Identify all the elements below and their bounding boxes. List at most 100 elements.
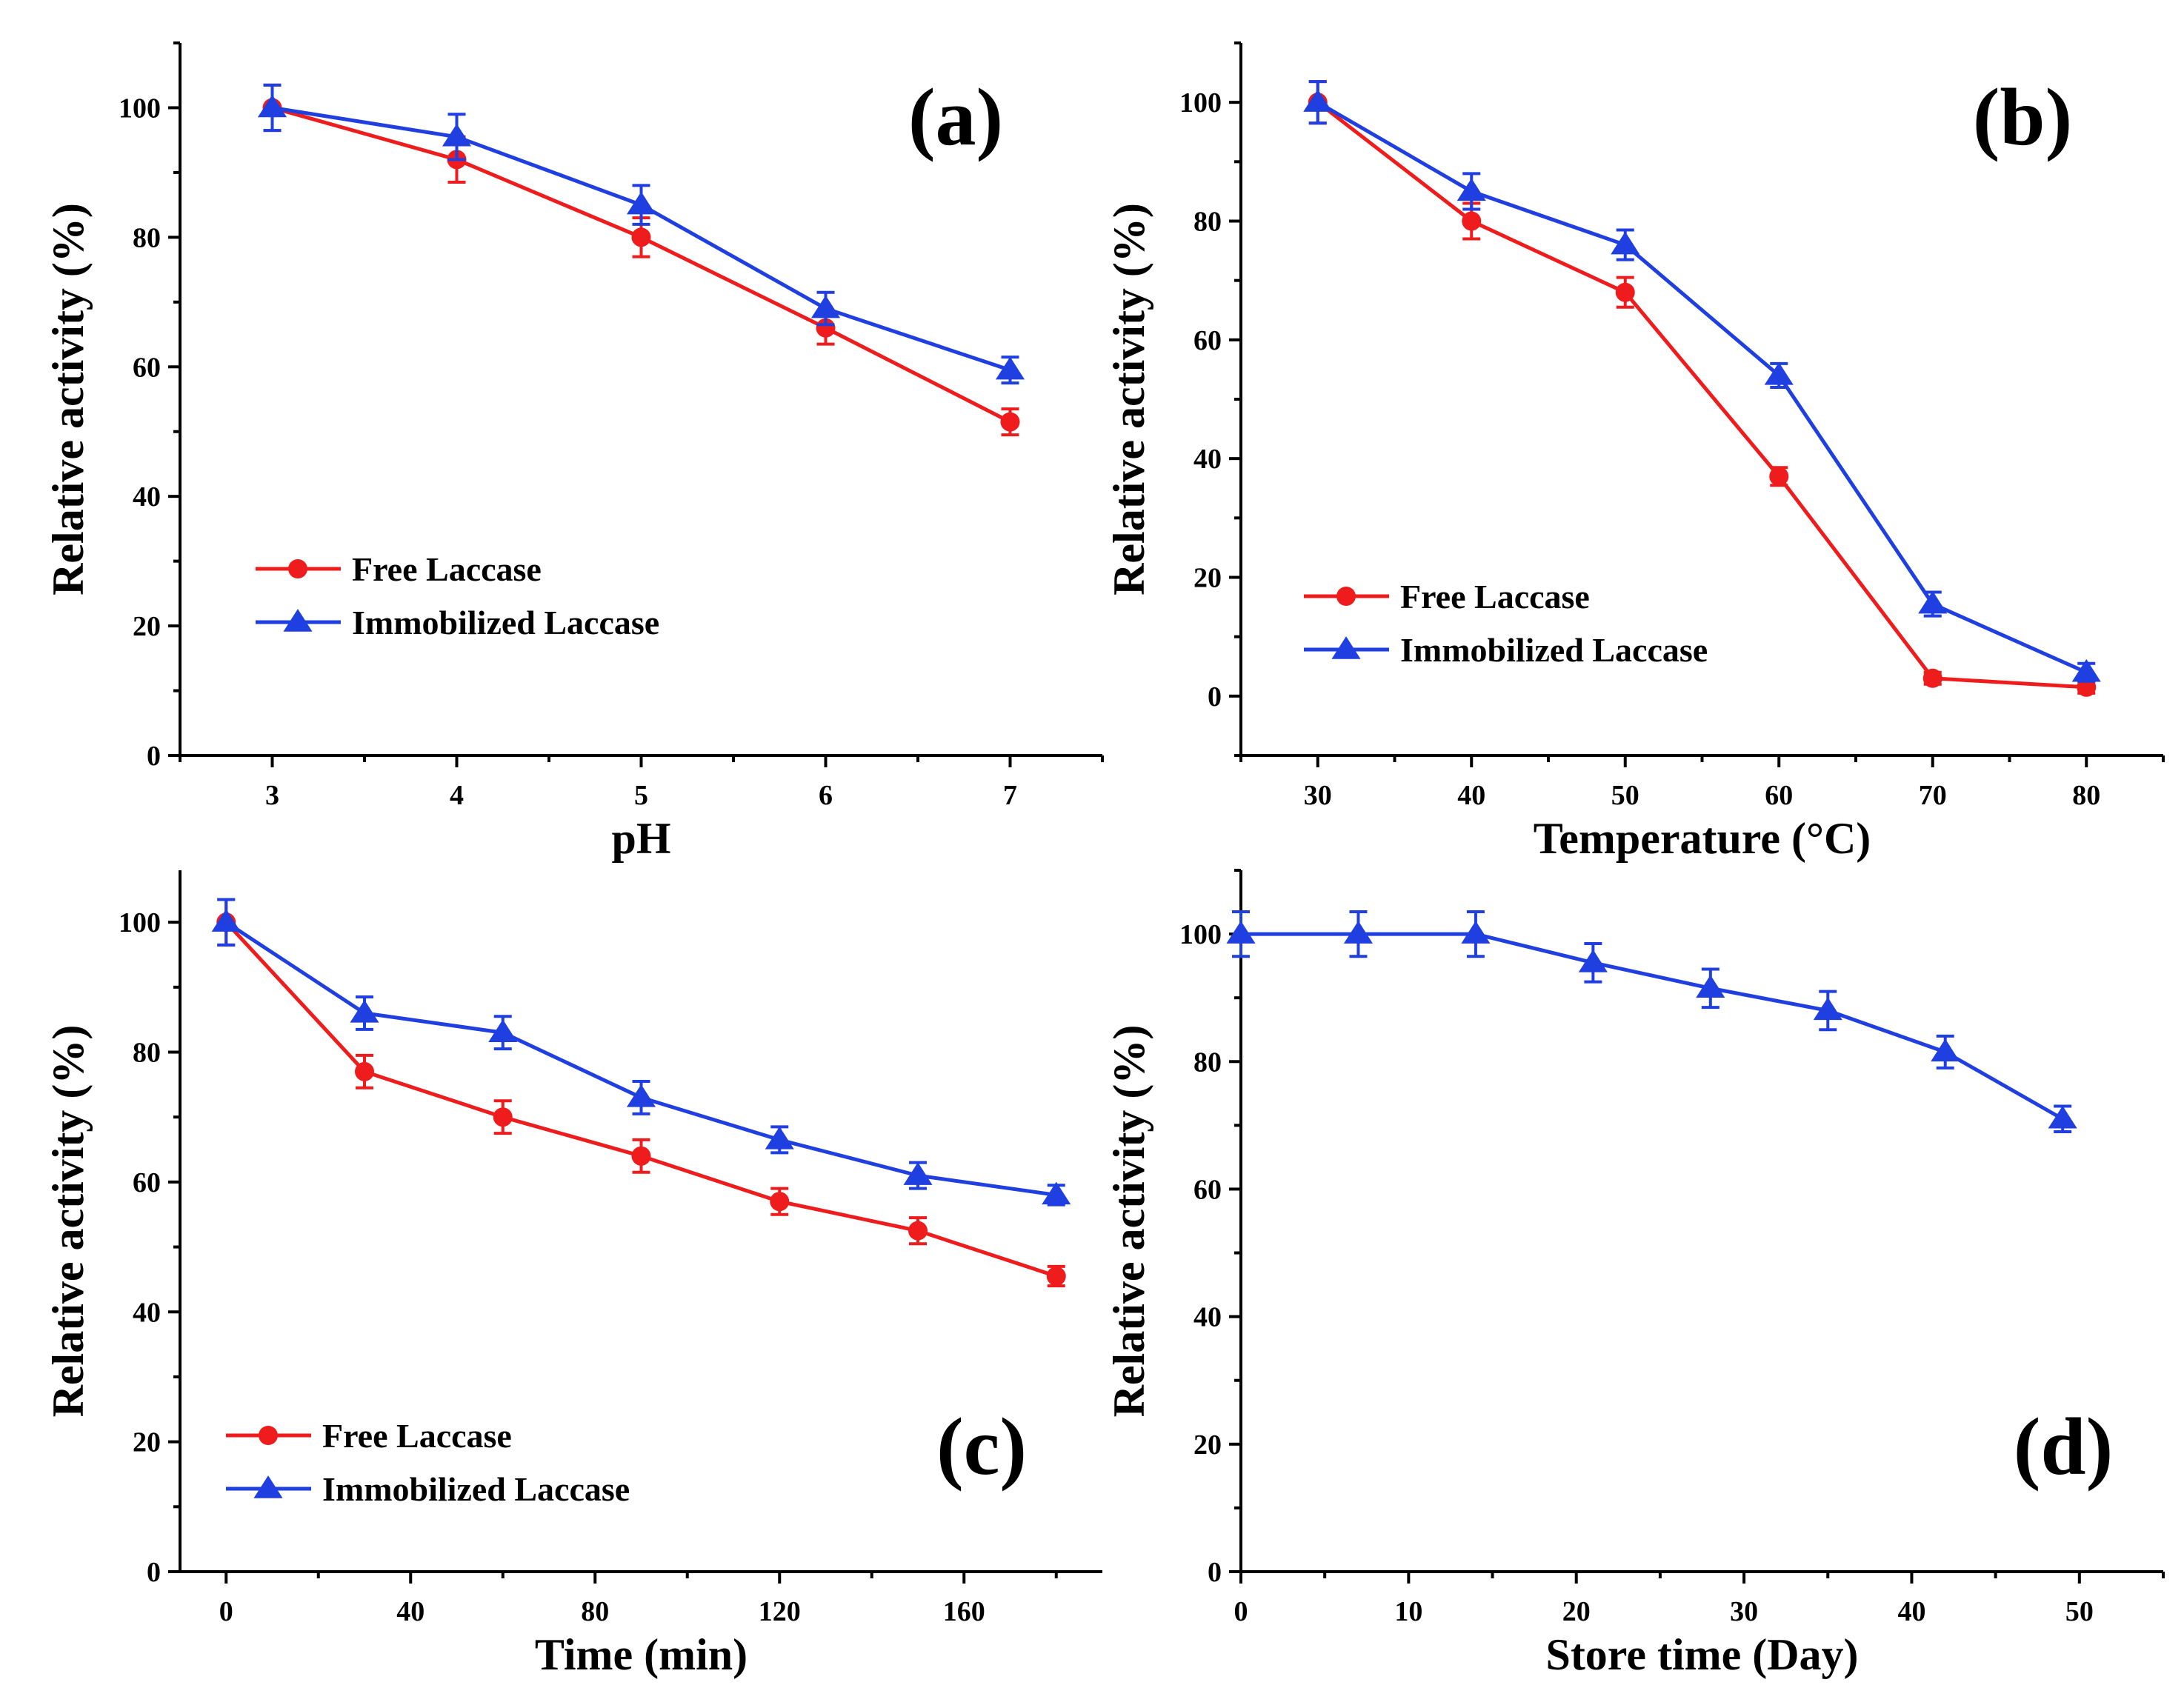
data-point-triangle — [810, 295, 841, 318]
x-tick-label: 20 — [1562, 1596, 1591, 1627]
series-line — [1241, 932, 2064, 1121]
y-tick-label: 0 — [147, 741, 161, 772]
x-tick-label: 80 — [581, 1596, 609, 1627]
series-immobilized-laccase — [257, 83, 1025, 385]
data-point-triangle — [1461, 921, 1491, 944]
x-tick-label: 4 — [450, 780, 464, 811]
x-axis-label: pH — [611, 814, 670, 863]
data-point-triangle — [211, 909, 241, 932]
panel-b: 30 40 50 60 70 80 0 20 40 60 80 100 Temperature (°C)… — [1105, 41, 2165, 863]
x-tick-label: 30 — [1730, 1596, 1758, 1627]
data-point-triangle — [1042, 1181, 1071, 1205]
y-tick-label: 0 — [1208, 681, 1222, 713]
series-immobilized-laccase — [1226, 910, 2077, 1133]
y-tick-label: 60 — [133, 352, 161, 383]
legend-label: Free Laccase — [322, 1417, 512, 1455]
x-tick-label: 10 — [1394, 1596, 1422, 1627]
y-tick-label: 0 — [147, 1557, 161, 1588]
series-immobilized-laccase — [1303, 80, 2101, 683]
data-point-triangle — [626, 1084, 656, 1107]
legend-label: Free Laccase — [352, 550, 542, 588]
data-point-triangle — [350, 1000, 379, 1023]
y-axis-label: Relative activity (%) — [44, 203, 93, 595]
series-line — [1316, 101, 2087, 690]
y-tick-label: 100 — [1179, 87, 1222, 119]
data-point-circle — [908, 1221, 928, 1241]
data-point-triangle — [765, 1127, 794, 1150]
data-point-triangle — [1931, 1038, 1960, 1062]
data-point-circle — [493, 1107, 513, 1127]
x-tick-label: 50 — [1611, 780, 1639, 811]
x-tick-label: 5 — [634, 780, 648, 811]
panel-d: 0 10 20 30 40 50 0 20 40 60 80 100 Store time (Day) R… — [1105, 869, 2165, 1679]
data-point-circle — [816, 318, 836, 338]
legend-label: Free Laccase — [1400, 578, 1590, 615]
y-tick-label: 20 — [133, 1427, 161, 1458]
x-tick-label: 70 — [1919, 780, 1947, 811]
data-point-triangle — [1343, 921, 1374, 944]
y-tick-label: 60 — [1193, 1174, 1222, 1205]
data-point-circle — [631, 227, 651, 247]
y-tick-label: 40 — [1193, 1302, 1222, 1333]
x-tick-label: 120 — [759, 1596, 801, 1627]
y-axis-label: Relative activity (%) — [1105, 203, 1153, 595]
y-tick-label: 40 — [133, 1297, 161, 1328]
data-point-circle — [1462, 211, 1482, 231]
x-axis-label: Temperature (°C) — [1534, 814, 1871, 863]
legend-marker-circle — [288, 559, 307, 578]
x-tick-label: 7 — [1003, 780, 1017, 811]
data-point-circle — [1769, 467, 1789, 487]
legend-label: Immobilized Laccase — [1400, 631, 1708, 669]
data-point-triangle — [1611, 231, 1640, 255]
data-point-circle — [1615, 282, 1635, 302]
y-tick-label: 80 — [133, 1038, 161, 1069]
y-tick-label: 80 — [1193, 207, 1222, 238]
x-axis-label: Time (min) — [535, 1630, 748, 1679]
data-point-triangle — [1456, 178, 1486, 201]
y-tick-label: 60 — [1193, 325, 1222, 356]
x-tick-label: 60 — [1765, 780, 1793, 811]
data-point-triangle — [1303, 89, 1333, 112]
data-point-triangle — [488, 1019, 518, 1042]
x-tick-label: 160 — [943, 1596, 985, 1627]
y-axis-label: Relative activity (%) — [44, 1025, 93, 1418]
panel-label: (d) — [2014, 1401, 2113, 1492]
legend-marker-triangle — [283, 609, 313, 632]
data-point-triangle — [1578, 949, 1608, 972]
series-line — [1316, 101, 2088, 675]
x-tick-label: 40 — [1897, 1596, 1925, 1627]
data-point-circle — [355, 1061, 374, 1081]
x-tick-label: 0 — [1234, 1596, 1248, 1627]
panel-label: (a) — [908, 72, 1003, 162]
legend-label: Immobilized Laccase — [352, 604, 659, 641]
y-tick-label: 100 — [1179, 919, 1222, 950]
x-tick-label: 50 — [2065, 1596, 2094, 1627]
x-tick-label: 80 — [2072, 780, 2100, 811]
data-point-triangle — [2048, 1105, 2077, 1129]
data-point-circle — [1046, 1267, 1066, 1287]
panel-label: (b) — [1973, 72, 2072, 162]
data-point-triangle — [257, 94, 287, 118]
y-tick-label: 60 — [133, 1167, 161, 1198]
data-point-triangle — [1696, 975, 1725, 998]
series-free-laccase — [1308, 80, 2097, 697]
legend-marker-triangle — [1331, 636, 1361, 659]
y-axis-label: Relative activity (%) — [1105, 1025, 1153, 1418]
legend-label: Immobilized Laccase — [322, 1470, 630, 1508]
data-point-triangle — [626, 191, 656, 215]
x-tick-label: 3 — [265, 780, 279, 811]
y-tick-label: 20 — [133, 611, 161, 642]
series-immobilized-laccase — [211, 898, 1071, 1207]
data-point-circle — [631, 1146, 651, 1166]
y-tick-label: 80 — [133, 222, 161, 253]
panel-c: 0 40 80 120 160 0 20 40 60 80 100 Time (min) Relativ… — [44, 870, 1102, 1679]
panel-a: 3 4 5 6 7 0 20 40 60 80 100 pH Relative activity (%)… — [44, 41, 1104, 863]
y-tick-label: 40 — [133, 481, 161, 513]
data-point-triangle — [903, 1162, 933, 1185]
data-point-circle — [770, 1192, 790, 1212]
y-tick-label: 20 — [1193, 1429, 1222, 1461]
data-point-triangle — [1918, 590, 1948, 614]
data-point-triangle — [2071, 658, 2101, 682]
x-tick-label: 30 — [1304, 780, 1332, 811]
